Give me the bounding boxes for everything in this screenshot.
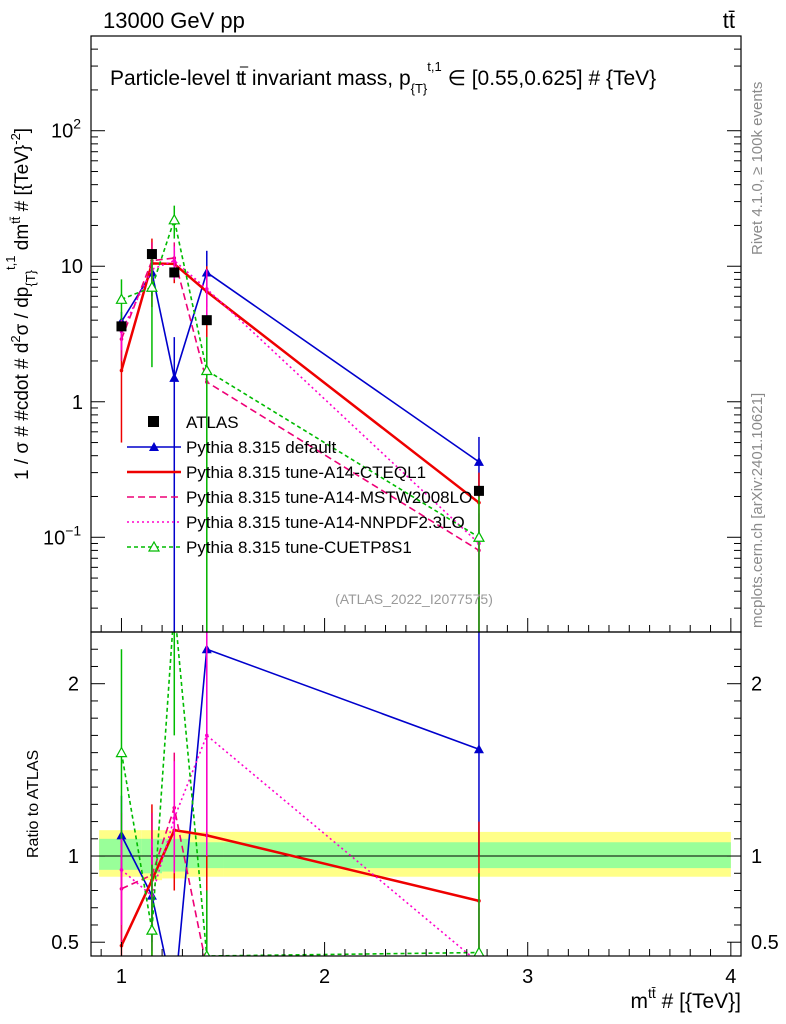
ratio-series	[115, 632, 485, 1003]
series-4-line	[121, 216, 480, 538]
series-4-point-0	[115, 293, 128, 304]
band-inner-0	[99, 838, 142, 870]
legend-marker-1	[149, 442, 159, 451]
legend-label-0: ATLAS	[186, 413, 239, 432]
y-axis-label: 1 / σ # #cdot # d2σ / dp{T}t,1 dmtt̄ # […	[3, 128, 38, 480]
x-tick-label-1: 2	[319, 966, 330, 988]
ratio-tick-label-left-0: 0.5	[51, 932, 79, 954]
x-tick-label-2: 3	[522, 966, 533, 988]
ratio-tick-label-left-2: 2	[68, 674, 79, 696]
header-left: 13000 GeV pp	[103, 8, 245, 33]
legend-item-3: Pythia 8.315 tune-A14-MSTW2008LO	[127, 488, 472, 507]
series-3-ratio-point-2	[172, 816, 177, 820]
ratio-tick-label-right-0: 0.5	[751, 932, 779, 954]
ratio-frame	[90, 631, 742, 957]
ratio-tick-label-right-2: 2	[751, 674, 762, 696]
ratio-tick-label-right-1: 1	[751, 846, 762, 868]
y-tick-label-1: 1	[72, 392, 83, 414]
series-3-ratio-point-3	[204, 733, 209, 738]
band-inner-3	[188, 842, 224, 869]
series-4-ratio-line	[120, 632, 479, 956]
series-2-ratio-point-4	[477, 965, 481, 969]
series-0-ratio-line	[120, 648, 480, 956]
legend-label-5: Pythia 8.315 tune-CUETP8S1	[186, 538, 412, 557]
legend-item-4: Pythia 8.315 tune-A14-NNPDF2.3LO	[127, 513, 465, 532]
series-4-ratio-point-0	[115, 746, 128, 758]
ratio-band	[91, 830, 741, 881]
series-4-point-4	[472, 531, 485, 542]
x-axis-label: mtt̄ # [{TeV}]	[630, 985, 741, 1013]
series-2-ratio-point-3	[205, 966, 209, 970]
series-0-ratio-point-4	[473, 744, 484, 754]
series-4-ratio-point-4	[473, 946, 485, 956]
legend-item-1: Pythia 8.315 default	[127, 438, 337, 457]
series-4-point-1	[145, 280, 158, 292]
legend: ATLAS Pythia 8.315 default Pythia 8.315 tu…	[127, 413, 472, 557]
watermark: (ATLAS_2022_I2077575)	[335, 591, 493, 607]
main-series	[115, 205, 485, 632]
legend-label-3: Pythia 8.315 tune-A14-MSTW2008LO	[186, 488, 472, 507]
series-3-line	[120, 259, 480, 545]
series-0-point-2	[169, 372, 180, 382]
series-0-ratio-point-2	[169, 994, 179, 1003]
mcplots-label: mcplots.cern.ch [arXiv:2401.10621]	[749, 393, 766, 628]
legend-marker-5	[147, 540, 161, 552]
legend-label-4: Pythia 8.315 tune-A14-NNPDF2.3LO	[186, 513, 465, 532]
y-tick-label-0: 10−1	[43, 522, 81, 549]
legend-marker-atlas	[148, 416, 159, 427]
x-tick-label-3: 4	[725, 966, 736, 988]
legend-item-5: Pythia 8.315 tune-CUETP8S1	[127, 538, 412, 557]
rivet-label: Rivet 4.1.0, ≥ 100k events	[749, 82, 766, 255]
data-point-0	[116, 321, 127, 332]
series-2-line	[120, 257, 480, 552]
y-tick-label-2: 10	[61, 256, 83, 278]
legend-item-2: Pythia 8.315 tune-A14-CTEQL1	[127, 463, 426, 482]
series-3-ratio-point-0	[119, 868, 124, 872]
band-inner-4	[223, 842, 731, 869]
series-4-point-2	[168, 213, 181, 225]
legend-label-2: Pythia 8.315 tune-A14-CTEQL1	[186, 463, 426, 482]
band-inner-2	[162, 838, 189, 872]
axes: 10−1 1 10 102 1 2 3 4 0.5 0.5 1 1 2 2	[43, 35, 779, 988]
data-point-4	[473, 485, 484, 496]
series-3-ratio-point-4	[477, 961, 481, 965]
series-4-ratio-point-1	[145, 923, 158, 935]
legend-item-0: ATLAS	[148, 413, 239, 432]
series-4-point-3	[200, 364, 213, 376]
ratio-tick-label-left-1: 1	[68, 846, 79, 868]
data-point-1	[146, 249, 157, 260]
series-1-point-0	[119, 368, 124, 373]
series-3-point-3	[204, 287, 209, 291]
data-point-3	[201, 315, 212, 326]
data-point-2	[169, 267, 180, 278]
series-0-point-4	[473, 456, 484, 466]
series-3-point-2	[172, 258, 177, 263]
header-right: tt̄	[723, 8, 735, 33]
chart-title: Particle-level t– t invariant mass, p{T}t…	[110, 58, 656, 96]
x-tick-label-0: 1	[116, 966, 127, 988]
ratio-y-label: Ratio to ATLAS	[25, 750, 42, 858]
legend-label-1: Pythia 8.315 default	[186, 438, 337, 457]
y-tick-label-3: 102	[51, 116, 81, 143]
series-0-line	[120, 270, 480, 463]
